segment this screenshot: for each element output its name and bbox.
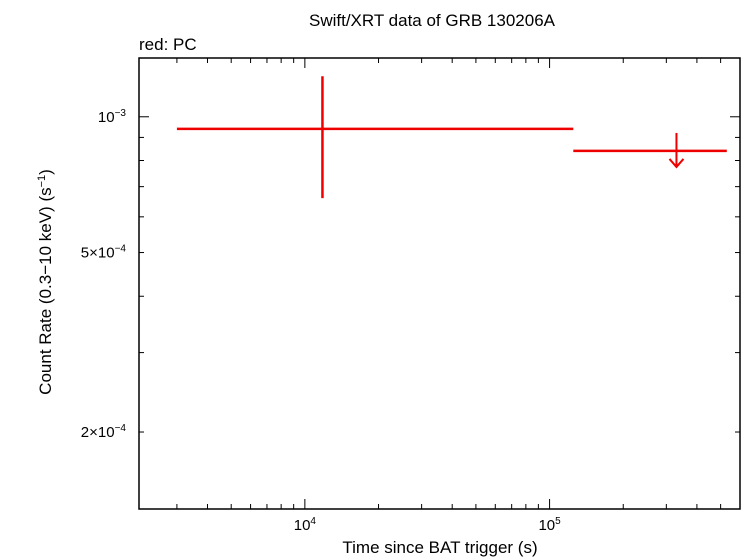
y-tick-label: 10−3 <box>98 108 127 126</box>
chart-subtitle: red: PC <box>139 35 197 54</box>
y-axis-label: Count Rate (0.3−10 keV) (s−1) <box>36 169 55 395</box>
x-tick-label: 105 <box>538 516 561 534</box>
x-tick-label: 104 <box>294 516 317 534</box>
chart-title: Swift/XRT data of GRB 130206A <box>309 11 556 30</box>
upper-limit-arrow-head <box>668 158 685 169</box>
x-axis-label: Time since BAT trigger (s) <box>342 538 537 557</box>
y-axis-label-close: ) <box>36 169 55 175</box>
y-axis-label-exponent: −1 <box>36 175 48 188</box>
y-tick-label: 2×10−4 <box>81 423 127 441</box>
y-tick-label: 5×10−4 <box>81 244 127 262</box>
axis-ticks <box>139 58 741 509</box>
plot-frame <box>138 57 741 510</box>
y-axis-label-main: Count Rate (0.3−10 keV) (s <box>36 187 55 394</box>
tick-labels: 104 105 10−3 5×10−4 2×10−4 <box>81 108 561 534</box>
data-marks <box>176 76 727 199</box>
